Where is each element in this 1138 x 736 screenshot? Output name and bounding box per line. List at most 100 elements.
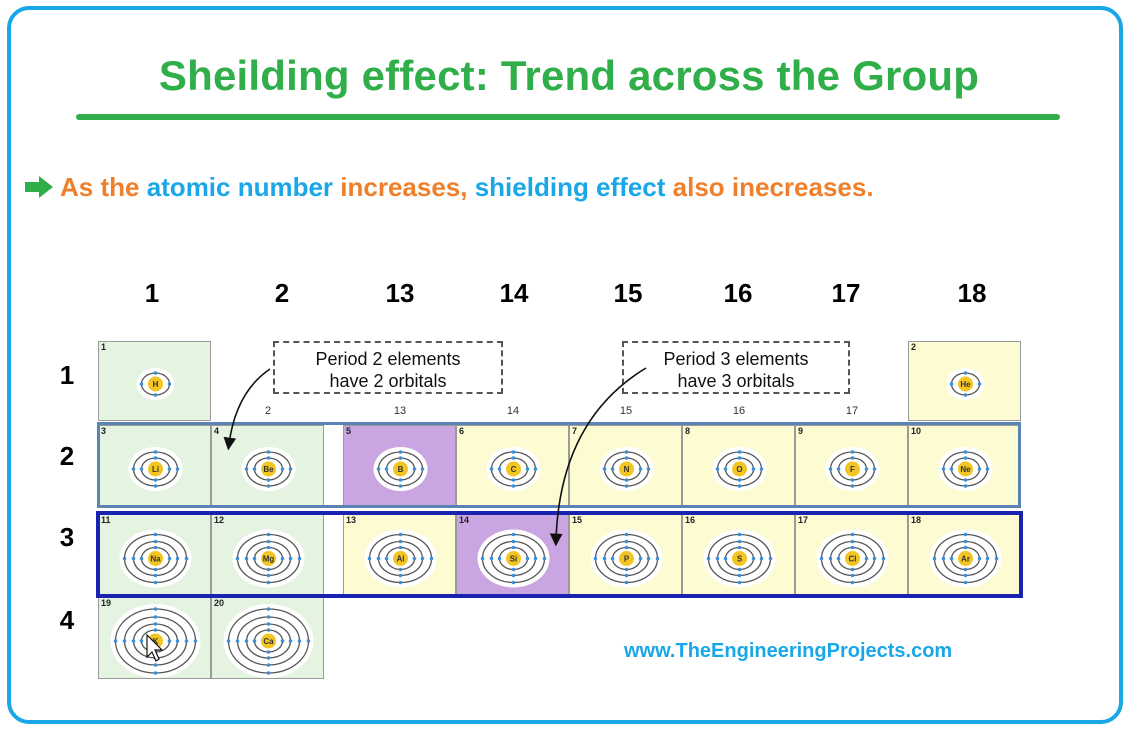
electron-dot — [963, 484, 968, 488]
statement-part: shielding effect — [474, 172, 673, 202]
small-group-label: 15 — [619, 405, 633, 417]
element-cell-ca: 20 Ca — [211, 597, 324, 679]
electron-dot — [398, 456, 403, 460]
electron-dot — [533, 467, 538, 471]
electron-dot — [850, 484, 855, 488]
electron-dot — [153, 545, 158, 550]
electron-dot — [398, 532, 403, 537]
electron-dot — [533, 556, 538, 561]
electron-dot — [602, 467, 607, 471]
electron-dot — [153, 671, 158, 675]
electron-dot — [266, 456, 271, 460]
electron-dot — [384, 467, 389, 471]
electron-dot — [646, 556, 651, 561]
electron-dot — [153, 615, 158, 619]
electron-dot — [235, 639, 240, 643]
electron-dot — [751, 467, 756, 471]
electron-dot — [167, 467, 172, 471]
electron-dot — [977, 382, 982, 386]
bohr-model: Cl — [816, 529, 889, 588]
electron-dot — [638, 467, 643, 471]
electron-dot — [737, 545, 742, 550]
nucleus — [261, 461, 276, 477]
electron-dot — [266, 567, 271, 572]
element-cell-k: 19 K — [98, 597, 211, 679]
element-cell-cl: 17 Cl — [795, 514, 908, 597]
electron-dot — [850, 532, 855, 537]
electron-dot — [751, 556, 756, 561]
nucleus — [393, 461, 408, 477]
electron-dot — [963, 393, 968, 397]
electron-dot — [624, 580, 629, 585]
nucleus — [845, 461, 860, 477]
electron-dot — [184, 639, 189, 643]
electron-dot — [398, 567, 403, 572]
element-symbol: Be — [263, 465, 274, 474]
bohr-model: Ne — [938, 447, 993, 491]
electron-dot — [412, 467, 417, 471]
electron-dot — [252, 467, 257, 471]
electron-dot — [376, 467, 381, 471]
element-symbol: O — [736, 465, 742, 474]
arrow-to-period-2 — [223, 368, 271, 451]
electron-dot — [864, 467, 869, 471]
electron-dot — [480, 556, 485, 561]
bohr-model: C — [486, 447, 541, 491]
electron-dot — [398, 484, 403, 488]
nucleus — [506, 551, 521, 566]
electron-dot — [994, 556, 999, 561]
electron-dot — [737, 532, 742, 537]
mouse-cursor-icon — [146, 633, 164, 662]
element-symbol: Ca — [263, 637, 274, 646]
element-symbol: Na — [150, 555, 161, 564]
electron-dot — [398, 580, 403, 585]
group-label: 13 — [385, 278, 415, 308]
bohr-model: Si — [477, 529, 550, 588]
element-symbol: B — [398, 465, 404, 474]
element-cell-he: 2 He — [908, 341, 1021, 421]
electron-dot — [963, 573, 968, 578]
small-group-label: 16 — [732, 405, 746, 417]
electron-dot — [376, 556, 381, 561]
electron-dot — [511, 573, 516, 578]
atomic-number: 13 — [346, 515, 357, 525]
period-label: 3 — [59, 522, 75, 552]
electron-dot — [288, 639, 293, 643]
element-symbol: H — [153, 380, 159, 389]
electron-dot — [511, 539, 516, 544]
nucleus — [506, 461, 521, 477]
electron-dot — [737, 484, 742, 488]
atomic-number: 8 — [685, 426, 691, 436]
electron-dot — [122, 639, 127, 643]
electron-dot — [167, 639, 172, 643]
period-label: 2 — [59, 441, 75, 471]
title-underline — [76, 114, 1060, 120]
nucleus — [393, 551, 408, 566]
element-cell-mg: 12 Mg — [211, 514, 324, 597]
electron-dot — [624, 567, 629, 572]
electron-dot — [266, 450, 271, 454]
electron-dot — [836, 467, 841, 471]
atomic-number: 9 — [798, 426, 804, 436]
electron-dot — [850, 567, 855, 572]
electron-dot — [153, 478, 158, 482]
electron-dot — [828, 467, 833, 471]
electron-dot — [266, 622, 271, 626]
electron-dot — [949, 467, 954, 471]
electron-dot — [280, 639, 285, 643]
electron-dot — [244, 467, 249, 471]
electron-dot — [737, 573, 742, 578]
bohr-model: Mg — [232, 529, 305, 588]
electron-dot — [139, 382, 144, 386]
electron-dot — [266, 671, 271, 675]
electron-dot — [977, 556, 982, 561]
element-cell-s: 16 S — [682, 514, 795, 597]
atomic-number: 6 — [459, 426, 465, 436]
group-label: 16 — [723, 278, 753, 308]
electron-dot — [153, 573, 158, 578]
note-line: have 3 orbitals — [677, 371, 795, 391]
electron-dot — [244, 556, 249, 561]
